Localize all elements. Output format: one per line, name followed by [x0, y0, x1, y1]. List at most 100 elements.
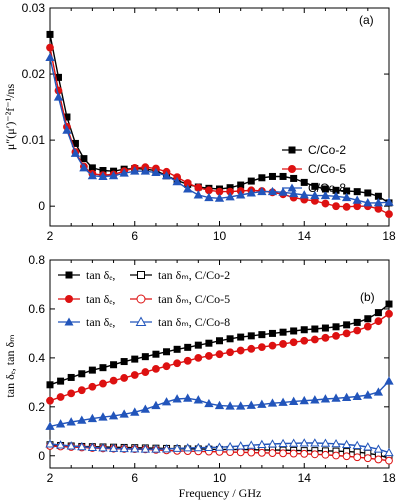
b-x-tick-label: 18 — [382, 471, 396, 485]
b-series-1-point — [268, 329, 276, 337]
b-series-2-point — [226, 348, 234, 357]
a-series-3-point — [341, 192, 352, 202]
b-series-3-point — [161, 397, 172, 406]
a-series-3-point — [70, 148, 81, 157]
b-series-1-point — [353, 318, 361, 326]
a-x-tick-label: 2 — [47, 229, 54, 243]
b-series-5-point — [257, 448, 266, 457]
b-series-1-point — [99, 364, 107, 372]
panel-b-legend: tan δₑ, tan δₘ, C/Co-2 tan δₑ, tan δₘ, C… — [58, 268, 230, 329]
a-series-3-point — [98, 171, 108, 180]
legend-b-row-1: tan δₑ, tan δₘ, C/Co-2 — [58, 268, 230, 282]
b-series-2-point — [99, 379, 107, 388]
a-series-3-point — [267, 186, 278, 196]
b-series-6-point — [193, 442, 203, 452]
a-y-tick-label: 0.01 — [22, 133, 46, 147]
b-series-6-point — [310, 438, 320, 447]
a-series-1-point — [364, 189, 372, 197]
b-series-2-point — [310, 335, 319, 344]
b-series-6-point — [119, 443, 129, 453]
b-series-1-point — [184, 343, 192, 351]
b-series-6-point — [130, 444, 140, 453]
b-series-2-point — [67, 389, 76, 398]
b-series-2-point — [141, 368, 150, 376]
a-series-2-point — [194, 183, 203, 192]
legend-b-marker-e-1 — [65, 271, 73, 279]
b-series-1-point — [300, 326, 308, 334]
b-series-2-point — [162, 362, 171, 371]
legend-b-marker-e-3 — [64, 317, 74, 326]
a-series-3-point — [45, 52, 55, 62]
b-series-3-point — [108, 411, 119, 420]
b-series-5-point — [236, 448, 245, 457]
a-series-2-point — [332, 202, 340, 211]
a-series-3-point — [225, 192, 235, 201]
b-x-tick-label: 2 — [47, 471, 54, 485]
a-series-3-point — [87, 170, 98, 180]
b-series-2-point — [56, 393, 65, 401]
legend-b-label-m-1: tan δₘ, C/Co-2 — [158, 268, 230, 282]
a-series-1-point — [247, 177, 255, 185]
a-series-3-point — [119, 168, 129, 177]
a-series-3-point — [310, 190, 320, 200]
a-series-1-point — [279, 172, 287, 180]
b-series-3-point — [384, 376, 394, 385]
b-series-1-point — [131, 355, 139, 363]
b-series-6-point — [45, 439, 55, 448]
b-series-1-point — [237, 333, 245, 341]
b-series-6-point — [331, 438, 341, 448]
b-series-1-point — [78, 370, 86, 378]
a-series-3-point — [384, 197, 394, 206]
a-series-3-point — [352, 195, 362, 204]
b-series-5-point — [374, 455, 383, 464]
a-series-2-point — [46, 43, 54, 52]
b-series-1-point — [290, 327, 298, 335]
b-series-6-point — [172, 443, 182, 452]
a-x-tick-label: 6 — [131, 229, 138, 243]
b-series-3-point — [278, 397, 288, 406]
legend-b-label-m-3: tan δₘ, C/Co-8 — [158, 315, 230, 329]
b-series-5-point — [342, 452, 351, 461]
b-series-2-point — [205, 352, 213, 360]
panel-b-y-axis-label: tan δₑ, tan δₘ — [3, 334, 17, 397]
b-series-1-point — [332, 323, 340, 331]
b-series-5-point — [300, 449, 309, 458]
b-series-2-point — [173, 359, 182, 368]
b-series-2-point — [109, 376, 118, 385]
b-series-1-point — [374, 309, 382, 317]
a-series-3-point — [108, 170, 119, 180]
b-series-2-point — [236, 346, 245, 355]
b-series-5-point — [332, 451, 340, 460]
legend-b-marker-e-2 — [65, 295, 73, 303]
b-series-2-point — [257, 343, 266, 352]
a-series-3-point — [79, 163, 89, 172]
b-series-2-point — [183, 356, 192, 365]
b-y-tick-label: 0 — [38, 449, 45, 463]
panel-a-y-ticks: 0 0.01 0.02 0.03 — [22, 1, 389, 213]
b-series-6-point — [246, 440, 256, 449]
legend-b-label-e-3: tan δₑ, — [86, 315, 115, 329]
b-series-3-point — [267, 398, 278, 407]
a-series-3-point — [363, 198, 373, 207]
legend-a-entry-3: C/Co-8 — [282, 181, 346, 195]
b-series-2-point — [321, 333, 330, 342]
b-series-2-point — [374, 317, 383, 326]
b-series-5-point — [353, 453, 362, 462]
b-series-1-point — [88, 366, 96, 374]
b-y-tick-label: 0.4 — [28, 351, 45, 365]
b-series-3-point — [352, 391, 362, 401]
b-series-1-point — [173, 345, 181, 353]
b-series-5-point — [289, 449, 298, 458]
b-series-6-point — [108, 443, 119, 452]
b-series-3-point — [214, 400, 225, 410]
a-series-3-point — [257, 186, 267, 196]
b-series-1-point — [321, 324, 329, 332]
a-x-tick-label: 14 — [298, 229, 312, 243]
a-series-3-point — [278, 187, 288, 196]
panel-b-y-ticks: 0 0.2 0.4 0.6 0.8 — [28, 253, 389, 463]
a-series-2-point — [374, 204, 383, 213]
b-series-2-point — [46, 396, 54, 405]
b-x-tick-label: 10 — [213, 471, 227, 485]
b-series-2-point — [268, 341, 277, 350]
